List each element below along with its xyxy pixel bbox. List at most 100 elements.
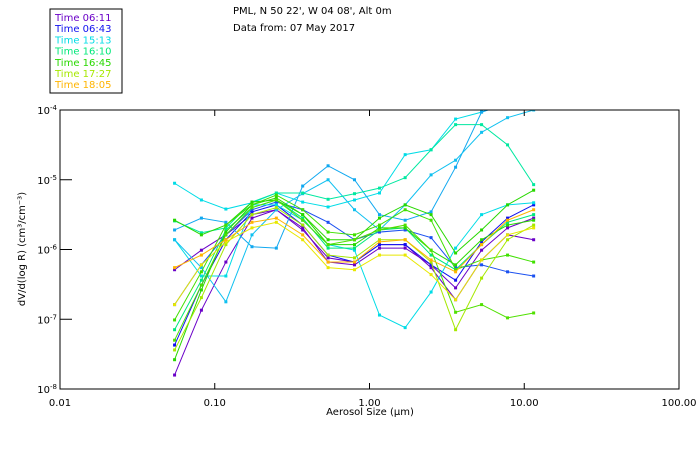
data-point [429, 148, 433, 152]
axes: 0.01 0.10 1.00 10.00 100.0010-410-510-610-71… [37, 104, 696, 409]
legend-entry: Time 16:45 [54, 58, 111, 69]
data-point [506, 270, 510, 274]
data-point [199, 253, 203, 257]
series-line [174, 197, 534, 360]
data-point [250, 206, 254, 210]
data-point [353, 192, 357, 196]
data-point [377, 243, 381, 247]
data-point [429, 290, 433, 294]
data-point [377, 253, 381, 257]
x-tick-label: 1.00 [358, 398, 380, 409]
data-point [506, 218, 510, 222]
data-point [454, 270, 458, 274]
data-point [224, 238, 228, 242]
data-point [377, 223, 381, 227]
data-point [532, 183, 536, 187]
data-point [429, 173, 433, 177]
data-point [199, 231, 203, 235]
data-point [274, 208, 278, 212]
data-point [480, 238, 484, 242]
data-point [532, 216, 536, 220]
data-point [506, 220, 510, 224]
data-point [506, 226, 510, 230]
data-point [353, 238, 357, 242]
data-point [506, 233, 510, 237]
y-tick-base: 10 [37, 246, 50, 257]
data-point [506, 316, 510, 320]
y-tick-label: 10-7 [37, 313, 57, 326]
data-point [429, 218, 433, 222]
data-point [403, 153, 407, 157]
data-point [532, 95, 535, 98]
y-tick-exponent: -8 [50, 383, 57, 391]
data-point [506, 143, 510, 147]
data-point [173, 348, 177, 352]
data-point [199, 278, 203, 282]
data-point [454, 298, 458, 302]
series-2 [173, 203, 536, 347]
data-point [199, 266, 203, 270]
data-point [506, 116, 510, 120]
data-point [480, 123, 484, 127]
legend-entry: Time 18:05 [54, 80, 111, 91]
data-point [377, 216, 381, 220]
y-tick-base: 10 [37, 385, 50, 396]
data-point [274, 206, 278, 210]
data-point [250, 226, 254, 230]
legend-entry: Time 15:13 [54, 35, 111, 46]
data-point [301, 200, 305, 204]
data-point [454, 278, 458, 282]
data-point [353, 263, 357, 267]
data-point [353, 243, 357, 247]
data-point [301, 184, 305, 188]
data-point [403, 203, 407, 207]
data-point [326, 256, 330, 260]
data-point [250, 245, 254, 249]
data-point [199, 283, 203, 287]
legend-entry: Time 16:10 [54, 47, 111, 58]
data-point [480, 263, 484, 267]
data-point [173, 318, 177, 322]
data-point [250, 233, 254, 237]
data-point [199, 248, 203, 252]
data-point [301, 213, 305, 217]
data-point [326, 197, 330, 201]
x-tick-label: 10.00 [510, 398, 539, 409]
data-point [353, 198, 357, 202]
y-tick-label: 10-4 [37, 104, 57, 117]
data-point [454, 165, 458, 169]
data-point [224, 230, 228, 234]
y-axis-label: dV/d(log R) (cm³/cm⁻³) [17, 192, 28, 306]
data-point [429, 210, 433, 214]
data-point [403, 238, 407, 242]
data-point [532, 274, 536, 278]
series-7 [173, 110, 536, 304]
data-point [429, 260, 433, 264]
series-1 [173, 208, 536, 302]
data-point [274, 216, 278, 220]
data-point [199, 296, 203, 300]
x-tick-label: 100.00 [662, 398, 697, 409]
data-point [301, 238, 305, 242]
data-point [326, 205, 330, 209]
data-point [250, 203, 254, 207]
data-point [506, 223, 510, 227]
data-point [532, 201, 536, 205]
data-point [224, 226, 228, 230]
data-point [532, 213, 536, 217]
data-point [377, 230, 381, 234]
data-point [224, 223, 228, 227]
data-point [224, 220, 228, 224]
data-point [250, 213, 254, 217]
y-tick-label: 10-8 [37, 383, 57, 396]
data-point [173, 228, 177, 232]
data-point [480, 303, 484, 307]
data-point [454, 328, 458, 332]
data-point [326, 246, 330, 250]
data-point [274, 246, 278, 250]
data-point [326, 178, 330, 182]
data-point [224, 228, 228, 232]
data-point [377, 228, 381, 232]
